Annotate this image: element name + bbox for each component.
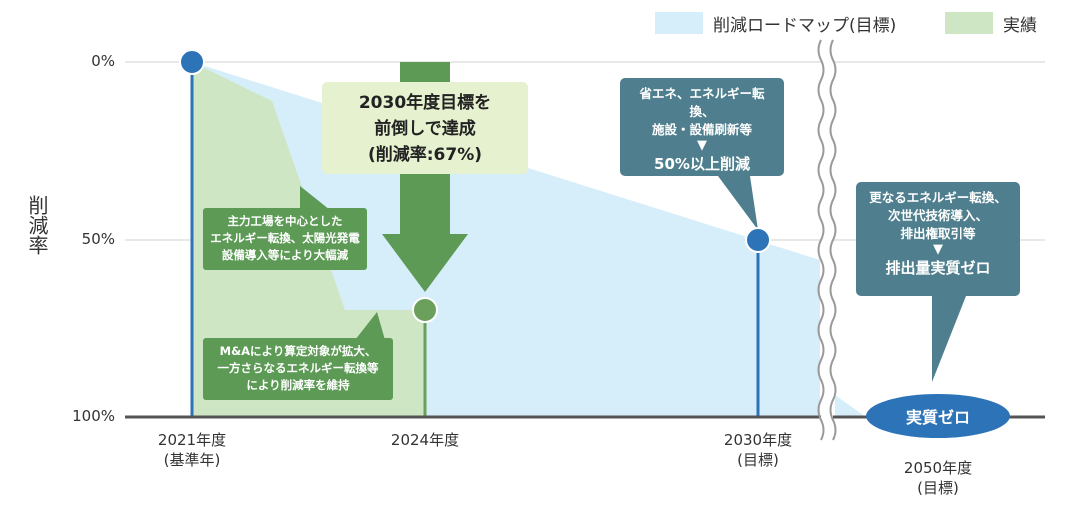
xtick-2050-line2: (目標) <box>917 479 959 497</box>
teal2050-line1: 更なるエネルギー転換、 <box>869 190 1007 205</box>
xtick-2050: 2050年度 (目標) <box>888 458 988 498</box>
teal2050-down-arrow-icon: ▼ <box>933 242 943 257</box>
legend-actual-swatch <box>945 12 993 34</box>
legend-actual-label: 実績 <box>1003 15 1037 36</box>
axis-break-line-right <box>829 39 837 441</box>
legend-roadmap-swatch <box>655 12 703 34</box>
green1-tail <box>300 186 330 210</box>
green2-line2: 一方さらなるエネルギー転換等 <box>217 361 379 375</box>
xtick-2050-line1: 2050年度 <box>903 459 973 477</box>
legend-roadmap-label: 削減ロードマップ(目標) <box>713 15 897 36</box>
goal-callout: 2030年度目標を 前倒しで達成 (削減率:67%) <box>322 82 528 174</box>
teal2030-line2: 施設・設備刷新等 <box>651 122 752 137</box>
green-callout-2: M&Aにより算定対象が拡大、 一方さらなるエネルギー転換等 により削減率を維持 <box>203 338 393 400</box>
green1-line3: 設備導入等により大幅減 <box>221 248 349 262</box>
xtick-2021-line2: (基準年) <box>163 451 221 469</box>
xtick-2021-line1: 2021年度 <box>157 431 227 449</box>
y-axis-label-text: 削減率 <box>25 195 49 255</box>
teal2030-tail <box>718 176 758 230</box>
green2-tail <box>355 312 385 340</box>
teal2050-line2: 次世代技術導入、 <box>887 208 988 223</box>
net-zero-label: 実質ゼロ <box>905 408 970 427</box>
marker-2021 <box>179 49 205 75</box>
teal2050-tail <box>932 296 966 382</box>
xtick-2030: 2030年度 (目標) <box>708 430 808 470</box>
green2-line1: M&Aにより算定対象が拡大、 <box>219 344 377 358</box>
green1-line1: 主力工場を中心とした <box>227 214 343 228</box>
green-callout-1: 主力工場を中心とした エネルギー転換、太陽光発電 設備導入等により大幅減 <box>203 208 367 270</box>
teal2050-line4: 排出量実質ゼロ <box>885 259 991 277</box>
ytick-50: 50% <box>81 230 115 248</box>
ytick-100: 100% <box>72 407 115 425</box>
net-zero-badge: 実質ゼロ <box>866 394 1010 438</box>
teal-callout-2050: 更なるエネルギー転換、 次世代技術導入、 排出権取引等 ▼ 排出量実質ゼロ <box>856 182 1020 296</box>
goal-line2: 前倒しで達成 <box>374 119 476 139</box>
xtick-2030-line2: (目標) <box>737 451 779 469</box>
teal2050-line3: 排出権取引等 <box>900 226 976 241</box>
axis-break-line-left <box>817 39 825 441</box>
goal-line1: 2030年度目標を <box>358 93 492 113</box>
axis-break-gap <box>821 40 833 440</box>
legend-roadmap: 削減ロードマップ(目標) <box>655 10 896 36</box>
teal2030-line3: 50%以上削減 <box>654 155 750 173</box>
y-axis-label: 削減率 <box>22 195 52 261</box>
xtick-2021: 2021年度 (基準年) <box>142 430 242 470</box>
teal-callout-2030: 省エネ、エネルギー転換、 施設・設備刷新等 ▼ 50%以上削減 <box>620 78 784 176</box>
xtick-2024: 2024年度 <box>375 430 475 450</box>
marker-2030 <box>745 227 771 253</box>
goal-line3: (削減率:67%) <box>367 145 483 165</box>
roadmap-area-2050 <box>835 395 866 417</box>
green1-line2: エネルギー転換、太陽光発電 <box>210 231 360 245</box>
teal2030-line1: 省エネ、エネルギー転換、 <box>639 86 765 119</box>
ytick-0: 0% <box>91 52 115 70</box>
teal2030-down-arrow-icon: ▼ <box>697 138 707 153</box>
goal-arrow-head <box>382 234 468 292</box>
green2-line3: により削減率を維持 <box>246 378 350 392</box>
marker-2024 <box>412 297 438 323</box>
legend-actual: 実績 <box>945 10 1037 36</box>
xtick-2030-line1: 2030年度 <box>723 431 793 449</box>
xtick-2024-line1: 2024年度 <box>390 431 460 449</box>
